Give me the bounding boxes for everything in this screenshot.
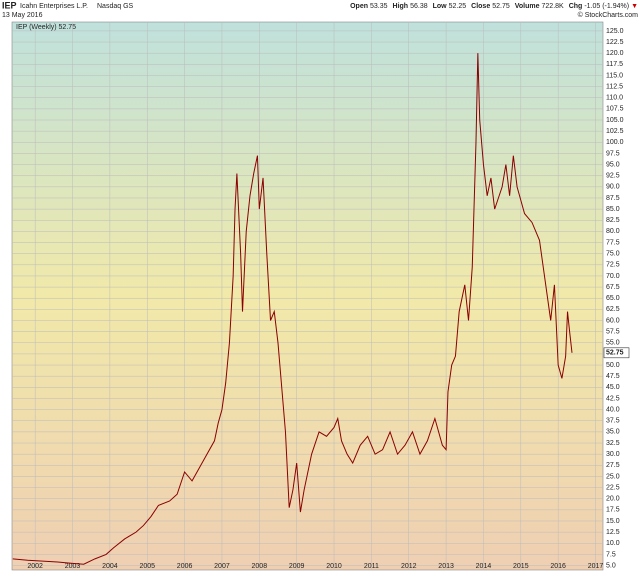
quote-label: Close <box>471 3 490 10</box>
y-tick-label: 10.0 <box>606 540 620 547</box>
y-tick-label: 32.5 <box>606 440 620 447</box>
legend-entry: IEP (Weekly) 52.75 <box>16 24 76 31</box>
last-value-box <box>603 347 630 359</box>
y-tick-label: 20.0 <box>606 496 620 503</box>
quote-value: 52.25 <box>449 3 467 10</box>
y-tick-label: 7.5 <box>606 551 616 558</box>
quote-label: Low <box>433 3 448 10</box>
y-tick-label: 107.5 <box>606 106 624 113</box>
y-tick-label: 25.0 <box>606 473 620 480</box>
y-tick-label: 105.0 <box>606 117 624 124</box>
y-tick-label: 57.5 <box>606 328 620 335</box>
y-tick-label: 55.0 <box>606 340 620 347</box>
x-tick-label: 2014 <box>476 563 492 570</box>
x-tick-label: 2011 <box>364 563 379 570</box>
y-tick-label: 82.5 <box>606 217 620 224</box>
x-tick-label: 2007 <box>214 563 230 570</box>
y-tick-label: 17.5 <box>606 507 620 514</box>
last-value-label: 52.75 <box>606 350 624 357</box>
x-tick-label: 2010 <box>326 563 342 570</box>
y-tick-label: 40.0 <box>606 406 620 413</box>
y-tick-label: 70.0 <box>606 273 620 280</box>
quote-value: -1.05 (-1.94%) <box>584 3 629 10</box>
y-tick-label: 120.0 <box>606 50 624 57</box>
y-tick-label: 37.5 <box>606 418 620 425</box>
y-tick-label: 45.0 <box>606 384 620 391</box>
x-tick-label: 2005 <box>139 563 155 570</box>
x-tick-label: 2015 <box>513 563 529 570</box>
y-tick-label: 87.5 <box>606 195 620 202</box>
y-tick-label: 77.5 <box>606 239 620 246</box>
quote-label: Volume <box>515 3 540 10</box>
y-tick-label: 115.0 <box>606 72 623 79</box>
x-tick-label: 2013 <box>438 563 454 570</box>
y-tick-label: 75.0 <box>606 251 620 258</box>
date: 13 May 2016 <box>2 12 43 19</box>
y-tick-label: 122.5 <box>606 39 624 46</box>
y-tick-label: 67.5 <box>606 284 620 291</box>
y-tick-label: 22.5 <box>606 484 620 491</box>
copyright: © StockCharts.com <box>578 11 639 19</box>
quote-value: 722.8K <box>542 3 565 10</box>
price-line <box>12 53 573 565</box>
quote-label: High <box>393 3 409 10</box>
quote-label: Chg <box>569 3 583 10</box>
y-tick-label: 27.5 <box>606 462 620 469</box>
symbol: IEP <box>2 0 17 10</box>
y-tick-label: 12.5 <box>606 529 620 536</box>
y-tick-label: 30.0 <box>606 451 620 458</box>
y-tick-label: 92.5 <box>606 173 620 180</box>
y-tick-label: 72.5 <box>606 262 620 269</box>
y-tick-label: 112.5 <box>606 83 623 90</box>
y-tick-label: 95.0 <box>606 161 620 168</box>
company: Icahn Enterprises L.P. <box>20 3 88 10</box>
x-tick-label: 2012 <box>401 563 417 570</box>
y-tick-label: 110.0 <box>606 95 623 102</box>
y-tick-label: 15.0 <box>606 518 620 525</box>
x-tick-label: 2016 <box>550 563 566 570</box>
quote-value: 52.75 <box>492 3 510 10</box>
x-tick-label: 2004 <box>102 563 118 570</box>
y-tick-label: 85.0 <box>606 206 620 213</box>
y-tick-label: 50.0 <box>606 362 620 369</box>
y-tick-label: 65.0 <box>606 295 620 302</box>
y-tick-label: 102.5 <box>606 128 624 135</box>
quote: Open 53.35 High 56.38 Low 52.25 Close 52.75 Volu… <box>350 3 638 10</box>
quote-value: 53.35 <box>370 3 388 10</box>
y-tick-label: 47.5 <box>606 373 620 380</box>
x-tick-label: 2009 <box>289 563 305 570</box>
y-tick-label: 90.0 <box>606 184 620 191</box>
y-tick-label: 60.0 <box>606 317 620 324</box>
x-tick-label: 2008 <box>252 563 268 570</box>
y-tick-label: 80.0 <box>606 228 620 235</box>
plot-area <box>11 21 604 571</box>
x-tick-label: 2003 <box>65 563 81 570</box>
y-tick-label: 125.0 <box>606 28 624 35</box>
y-tick-label: 5.0 <box>606 562 616 569</box>
y-tick-label: 117.5 <box>606 61 623 68</box>
exchange: Nasdaq GS <box>97 3 134 10</box>
y-tick-label: 62.5 <box>606 306 620 313</box>
x-tick-label: 2002 <box>27 563 43 570</box>
x-tick-label: 2006 <box>177 563 193 570</box>
y-tick-label: 35.0 <box>606 429 620 436</box>
quote-value: 56.38 <box>410 3 428 10</box>
y-tick-label: 100.0 <box>606 139 624 146</box>
quote-label: Open <box>350 3 368 10</box>
change-arrow: ▼ <box>631 3 638 10</box>
y-tick-label: 97.5 <box>606 150 620 157</box>
y-tick-label: 42.5 <box>606 395 620 402</box>
x-tick-label: 2017 <box>588 563 604 570</box>
